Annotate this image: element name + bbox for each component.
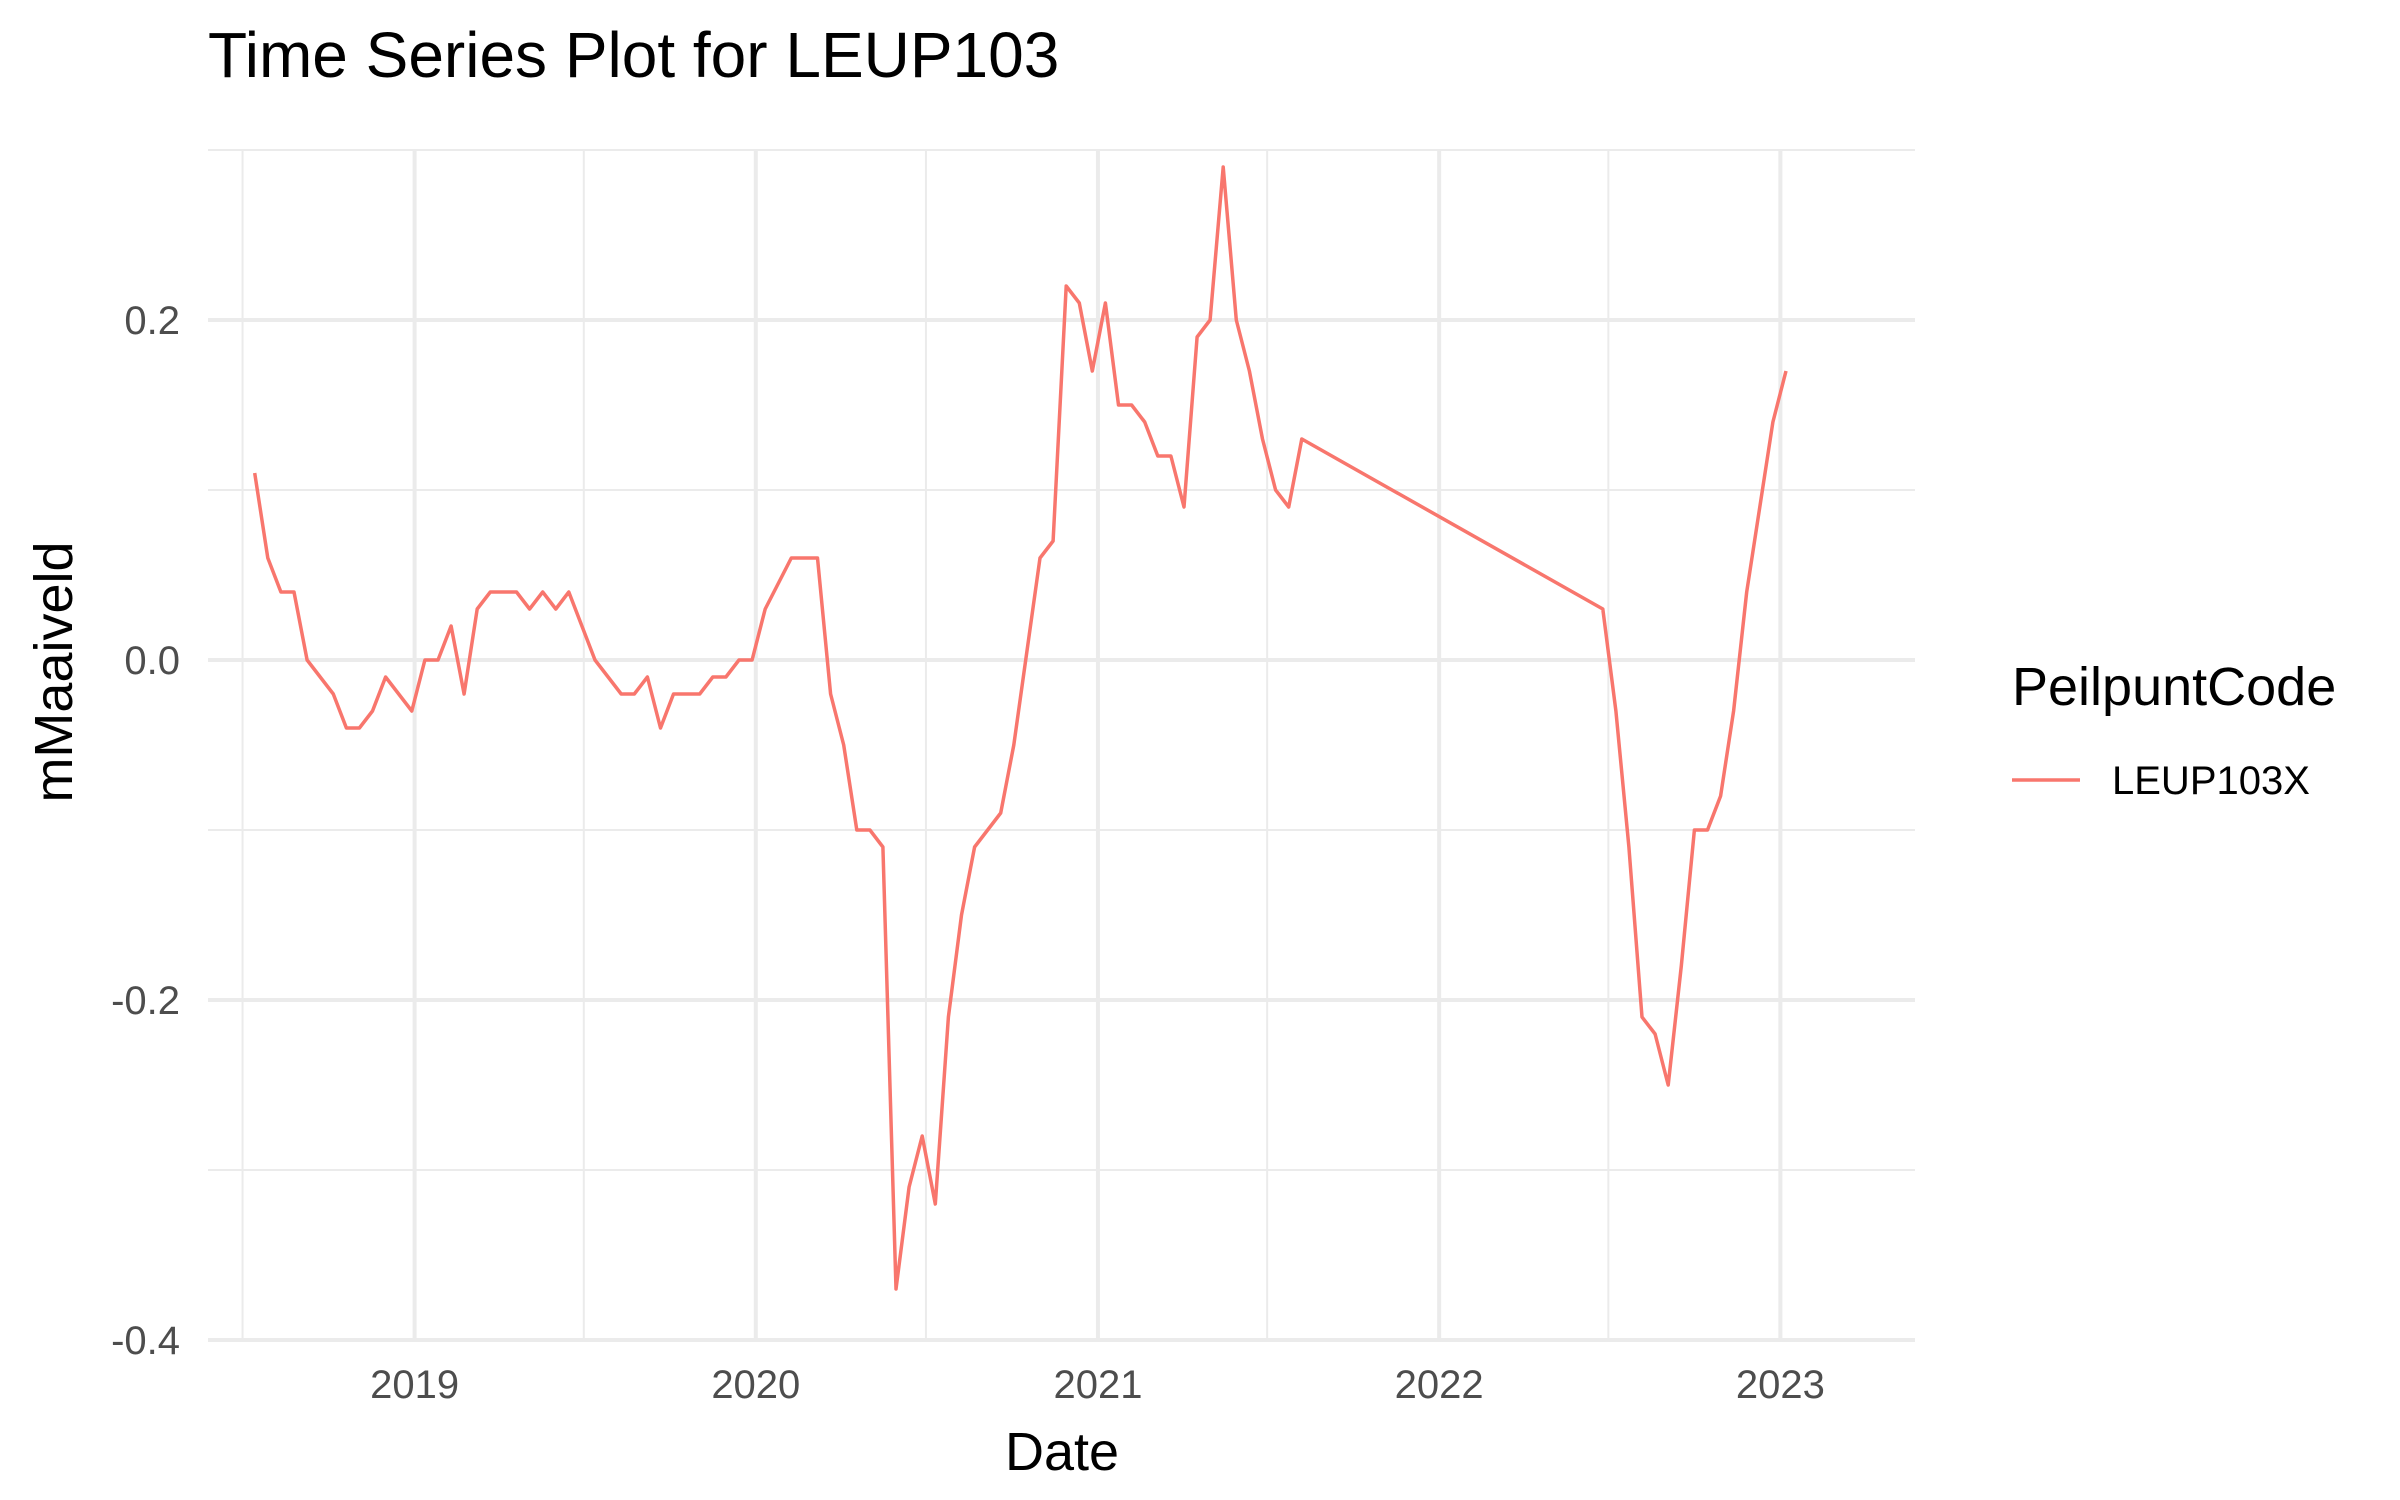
y-tick-label-0: -0.4 [111, 1319, 180, 1363]
legend-label-leup103x: LEUP103X [2112, 759, 2310, 803]
x-tick-label-2023: 2023 [1736, 1363, 1825, 1407]
y-tick-label-1: -0.2 [111, 979, 180, 1023]
legend: PeilpuntCode LEUP103X [2012, 657, 2336, 803]
y-tick-labels: -0.4 -0.2 0.0 0.2 [111, 299, 180, 1363]
y-tick-label-2: 0.0 [124, 639, 180, 683]
series-layer [252, 165, 1788, 1291]
y-axis-title: mMaaiveld [24, 541, 84, 802]
x-tick-label-2019: 2019 [370, 1363, 459, 1407]
chart-title: Time Series Plot for LEUP103 [208, 19, 1059, 91]
x-axis-title: Date [1005, 1422, 1119, 1482]
x-tick-label-2020: 2020 [711, 1363, 800, 1407]
x-tick-labels: 2019 2020 2021 2022 2023 [370, 1363, 1825, 1407]
x-tick-label-2022: 2022 [1395, 1363, 1484, 1407]
y-tick-label-3: 0.2 [124, 299, 180, 343]
series-line-leup103x [252, 165, 1788, 1291]
legend-title: PeilpuntCode [2012, 657, 2336, 717]
x-tick-label-2021: 2021 [1053, 1363, 1142, 1407]
grid [208, 149, 1915, 1342]
